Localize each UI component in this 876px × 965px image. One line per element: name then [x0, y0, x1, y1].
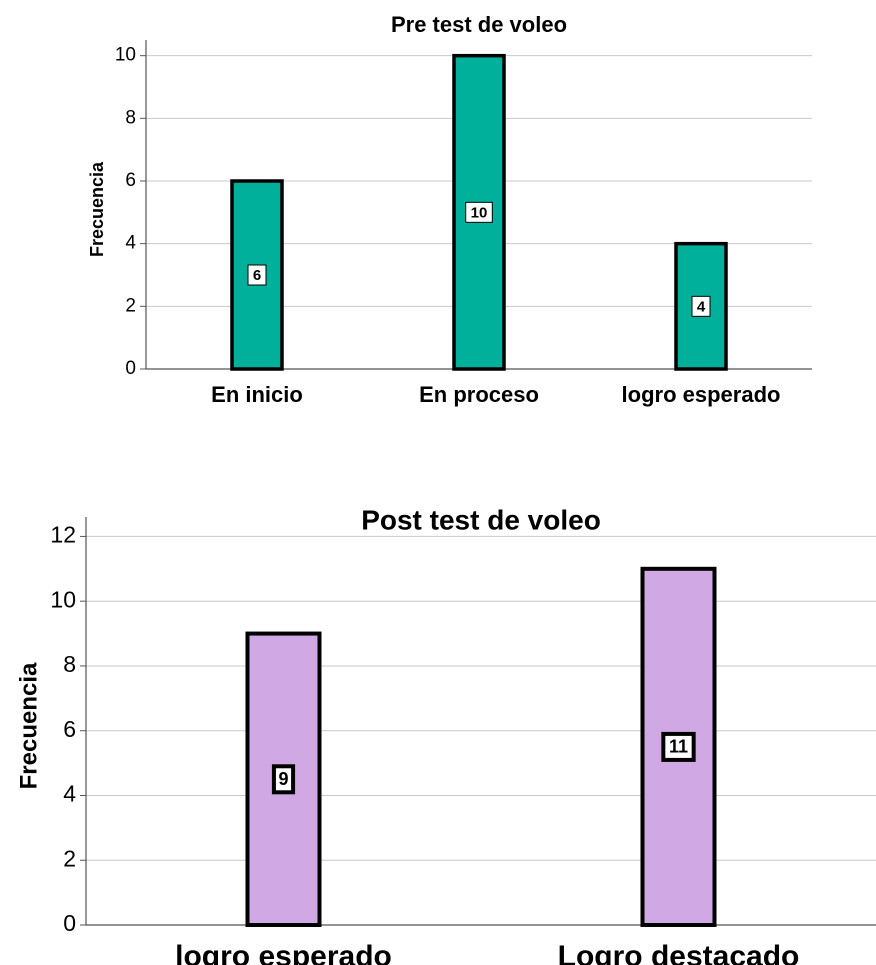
- chart-title: Pre test de voleo: [391, 12, 567, 37]
- y-tick-label: 6: [63, 716, 76, 742]
- data-label-box: [247, 264, 267, 286]
- y-tick-label: 12: [50, 522, 76, 548]
- y-axis-label: Frecuencia: [15, 662, 42, 789]
- data-label: 10: [471, 204, 488, 221]
- y-tick-label: 10: [115, 45, 136, 66]
- category-label: logro esperado: [175, 940, 392, 965]
- y-axis-label: Frecuencia: [87, 161, 107, 257]
- category-label: Logro destacado: [558, 940, 800, 965]
- data-label: 11: [669, 737, 688, 757]
- data-label: 4: [697, 298, 706, 315]
- data-label-box: [465, 201, 493, 223]
- y-tick-label: 4: [125, 233, 136, 254]
- y-tick-label: 6: [125, 170, 136, 191]
- category-label: logro esperado: [622, 382, 781, 407]
- data-label-box: [691, 295, 711, 317]
- y-tick-label: 8: [63, 651, 76, 677]
- y-tick-label: 2: [125, 295, 136, 316]
- chart-title: Post test de voleo: [361, 504, 601, 535]
- y-tick-label: 2: [63, 845, 76, 871]
- data-label-box: [271, 764, 296, 795]
- data-label: 9: [278, 769, 288, 789]
- data-label-box: [661, 731, 696, 762]
- y-tick-label: 0: [63, 910, 76, 936]
- y-tick-label: 8: [125, 107, 136, 128]
- category-label: En proceso: [419, 382, 539, 407]
- y-tick-label: 4: [63, 781, 76, 807]
- data-label: 6: [253, 267, 261, 284]
- y-tick-label: 0: [125, 358, 136, 379]
- y-tick-label: 10: [50, 586, 76, 612]
- category-label: En inicio: [211, 382, 303, 407]
